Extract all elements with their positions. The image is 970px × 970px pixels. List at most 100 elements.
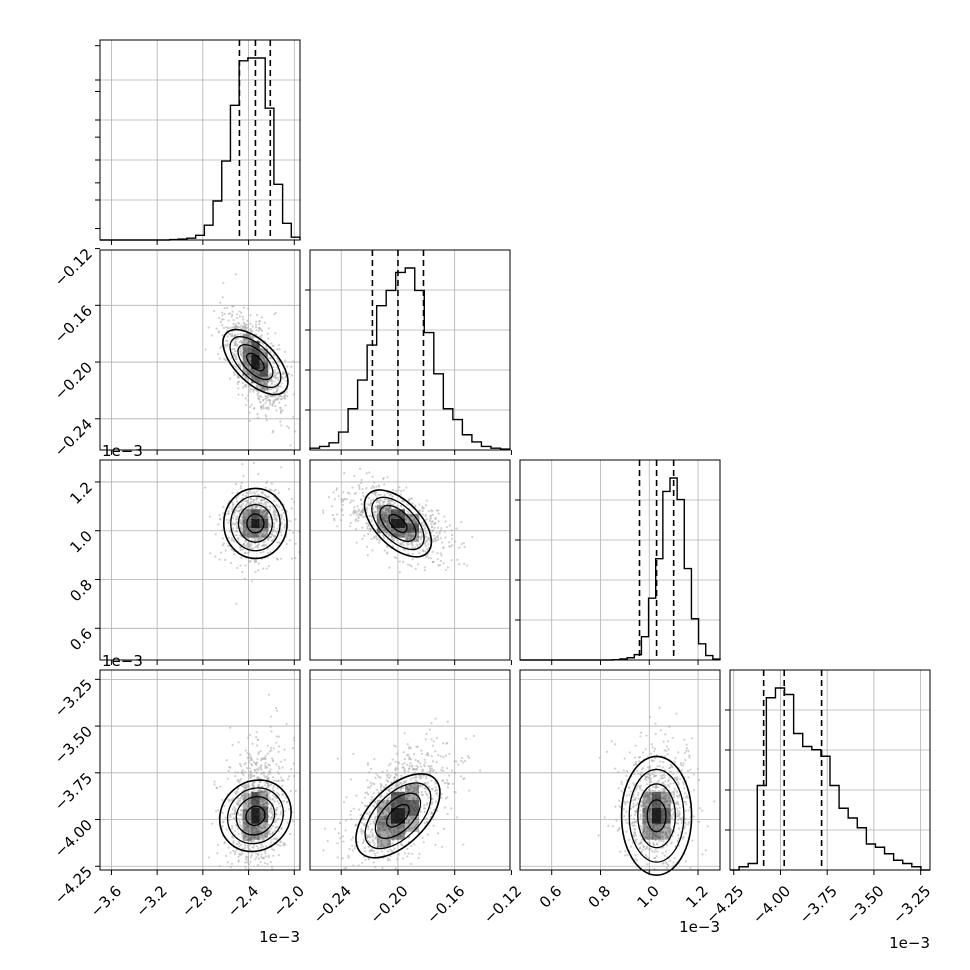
scatter-point [274,535,277,538]
scatter-point [217,809,220,812]
scatter-point [215,327,218,330]
scatter-point [448,752,451,755]
scatter-point [242,306,245,309]
scatter-point [280,760,283,763]
scatter-point [234,365,237,369]
scatter-point [634,744,637,747]
scatter-point [251,742,254,745]
scatter-point [240,794,243,797]
scatter-point [341,835,345,838]
scatter-point [269,374,272,377]
scatter-point [414,504,417,507]
scatter-point [239,548,242,551]
scatter-point [454,540,457,543]
scatter-point [352,752,355,756]
scatter-point [265,500,268,503]
scatter-point [252,839,256,842]
scatter-point [233,810,236,813]
scatter-point [375,490,378,494]
scatter-point [265,382,268,386]
scatter-point [231,836,235,839]
scatter-point [427,509,430,513]
scatter-point [234,518,238,521]
scatter-point [266,752,269,755]
scatter-point [336,513,339,516]
scatter-point [352,807,355,810]
scatter-point [368,811,372,814]
scatter-point [260,334,264,337]
scatter-point [262,407,265,410]
scatter-point [239,753,242,756]
scatter-point [237,536,240,540]
scatter-point [249,327,252,331]
scatter-point [275,531,279,534]
scatter-point [252,336,255,339]
scatter-point [289,832,292,836]
scatter-point [238,814,241,817]
scatter-point [249,501,253,504]
scatter-point [265,415,268,418]
scatter-point [425,504,428,507]
scatter-point [268,488,271,491]
scatter-point [231,827,234,830]
scatter-point [379,776,382,779]
scatter-point [398,571,401,574]
scatter-point [289,520,292,523]
scatter-point [349,501,352,504]
scatter-point [411,852,414,855]
density-cell [259,376,269,391]
scatter-point [256,757,259,761]
scatter-point [423,566,426,569]
scatter-point [242,357,245,360]
scatter-point [244,855,248,858]
scatter-point [269,356,272,359]
scatter-point [279,811,283,814]
scatter-point [229,851,232,854]
scatter-point [479,769,482,772]
scatter-point [411,544,414,547]
scatter-point [442,546,445,549]
scatter-point [266,480,269,483]
scatter-point [427,771,430,774]
scatter-point [264,855,267,858]
scatter-point [273,383,276,386]
scatter-point [265,406,268,409]
scatter-point [388,776,391,779]
scatter-point [361,526,364,529]
scatter-point [279,841,282,844]
scatter-point [288,528,291,532]
scatter-point [223,357,226,361]
scatter-point [257,397,260,400]
scatter-point [391,758,394,761]
scatter-point [371,840,374,843]
scatter-point [365,487,368,490]
scatter-point [220,318,224,321]
scatter-point [294,789,298,792]
scatter-point [341,498,344,501]
scatter-point [443,530,446,533]
scatter-point [240,809,243,812]
scatter-point [231,310,234,313]
scatter-point [240,327,243,330]
scatter-point [408,764,411,767]
scatter-point [243,355,246,358]
scatter-point [359,498,363,501]
scatter-point [274,371,277,374]
scatter-point [241,393,244,397]
scatter-point [232,323,235,326]
scatter-point [672,861,675,864]
scatter-point [418,776,421,779]
scatter-point [249,860,252,864]
scatter-point [255,498,258,501]
scatter-point [229,814,232,817]
scatter-point [423,807,426,810]
scatter-point [250,580,254,583]
scatter-point [427,556,430,559]
scatter-point [408,498,411,501]
scatter-point [236,368,239,371]
scatter-point [259,401,262,404]
scatter-point [274,376,278,380]
scatter-point [253,407,256,410]
scatter-point [408,767,411,770]
scatter-point [229,866,232,869]
